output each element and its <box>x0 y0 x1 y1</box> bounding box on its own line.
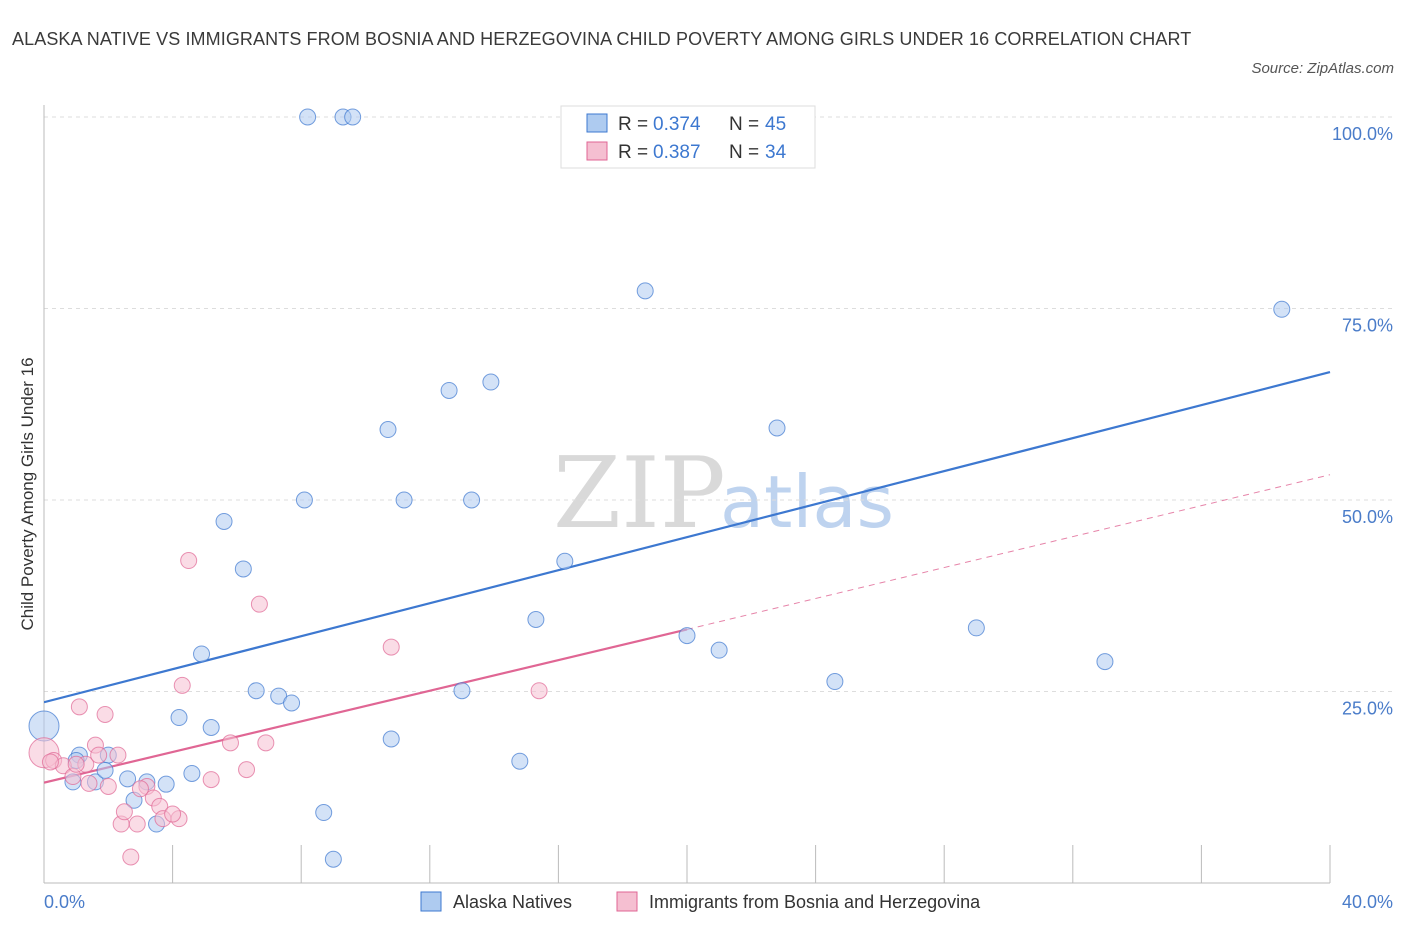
point-alaska-natives <box>453 682 471 700</box>
point-alaska-natives <box>710 641 728 659</box>
point-bosnia-immigrants <box>530 682 548 700</box>
trend-lines <box>44 371 1331 784</box>
point-bosnia-immigrants <box>67 755 85 773</box>
chart-title: ALASKA NATIVE VS IMMIGRANTS FROM BOSNIA … <box>12 29 1192 49</box>
y-tick-label: 75.0% <box>1342 316 1393 336</box>
legend-r-value-2: 0.387 <box>653 142 701 163</box>
point-alaska-natives <box>344 108 362 126</box>
legend-n-value-1: 45 <box>765 114 786 135</box>
legend-r-value-1: 0.374 <box>653 114 701 135</box>
legend-r-label-1: R = <box>618 114 653 135</box>
point-bosnia-immigrants <box>164 805 182 823</box>
point-bosnia-immigrants <box>382 638 400 656</box>
point-bosnia-immigrants <box>109 746 127 764</box>
legend-n-label-1: N = <box>729 114 764 135</box>
point-alaska-natives <box>295 491 313 509</box>
bottom-legend-swatch-blue <box>420 891 442 912</box>
point-alaska-natives <box>556 552 574 570</box>
x-ticks <box>172 845 1331 883</box>
bottom-legend-swatch-pink <box>616 891 638 912</box>
bottom-legend-label-pink: Immigrants from Bosnia and Herzegovina <box>649 892 981 912</box>
point-bosnia-immigrants <box>238 761 256 779</box>
y-tick-label: 100.0% <box>1332 124 1393 144</box>
x-tick-label-min: 0.0% <box>44 892 85 912</box>
point-alaska-natives <box>382 730 400 748</box>
point-alaska-natives <box>440 381 458 399</box>
point-alaska-natives <box>395 491 413 509</box>
point-alaska-natives <box>324 850 342 868</box>
y-axis-title: Child Poverty Among Girls Under 16 <box>18 357 37 630</box>
point-bosnia-immigrants <box>131 780 149 798</box>
point-alaska-natives <box>636 282 654 300</box>
legend-swatch-blue <box>586 113 608 133</box>
point-alaska-natives <box>511 752 529 770</box>
source-label: Source: ZipAtlas.com <box>1251 60 1394 77</box>
point-alaska-natives <box>193 645 211 663</box>
point-alaska-natives <box>234 560 252 578</box>
y-tick-labels: 25.0% 50.0% 75.0% 100.0% <box>1332 124 1393 719</box>
point-alaska-natives <box>183 764 201 782</box>
point-alaska-natives <box>678 627 696 645</box>
gridlines <box>44 116 1393 692</box>
point-alaska-natives <box>1096 653 1114 671</box>
point-bosnia-immigrants <box>180 552 198 570</box>
point-bosnia-immigrants <box>41 753 59 771</box>
point-alaska-natives <box>463 491 481 509</box>
point-alaska-natives <box>202 719 220 737</box>
point-bosnia-immigrants <box>96 705 114 723</box>
point-alaska-natives <box>299 108 317 126</box>
point-alaska-natives <box>119 770 137 788</box>
point-bosnia-immigrants <box>122 848 140 866</box>
point-alaska-natives <box>215 512 233 530</box>
y-tick-label: 50.0% <box>1342 507 1393 527</box>
trend-line-extension-pink <box>686 474 1331 630</box>
point-bosnia-immigrants <box>80 774 98 792</box>
point-bosnia-immigrants <box>128 815 146 833</box>
point-bosnia-immigrants <box>70 698 88 716</box>
point-bosnia-immigrants <box>257 734 275 752</box>
legend-swatch-pink <box>586 141 608 161</box>
bottom-legend-label-blue: Alaska Natives <box>453 892 572 912</box>
point-alaska-natives <box>28 710 60 742</box>
watermark-atlas: atlas <box>720 460 894 544</box>
watermark-zip: ZIP <box>553 437 726 551</box>
point-alaska-natives <box>527 610 545 628</box>
point-alaska-natives <box>826 673 844 691</box>
point-alaska-natives <box>283 694 301 712</box>
point-alaska-natives <box>157 775 175 793</box>
point-alaska-natives <box>379 421 397 439</box>
y-tick-label: 25.0% <box>1342 699 1393 719</box>
legend-r-label-2: R = <box>618 142 653 163</box>
point-bosnia-immigrants <box>90 746 108 764</box>
point-alaska-natives <box>170 709 188 727</box>
point-bosnia-immigrants <box>202 771 220 789</box>
point-alaska-natives <box>247 682 265 700</box>
point-bosnia-immigrants <box>99 777 117 795</box>
point-bosnia-immigrants <box>173 676 191 694</box>
point-alaska-natives <box>315 804 333 822</box>
point-bosnia-immigrants <box>221 734 239 752</box>
data-points <box>28 108 1291 868</box>
point-alaska-natives <box>967 619 985 637</box>
point-bosnia-immigrants <box>115 803 133 821</box>
point-alaska-natives <box>96 761 114 779</box>
legend-box: R = 0.374 N = 45 R = 0.387 N = 34 <box>560 105 816 169</box>
x-tick-label-max: 40.0% <box>1342 892 1393 912</box>
bottom-legend: Alaska Natives Immigrants from Bosnia an… <box>420 891 981 912</box>
point-alaska-natives <box>768 419 786 437</box>
point-alaska-natives <box>1273 300 1291 318</box>
legend-n-label-2: N = <box>729 142 764 163</box>
point-bosnia-immigrants <box>250 595 268 613</box>
legend-n-value-2: 34 <box>765 142 787 163</box>
trend-line-blue <box>44 371 1331 704</box>
trend-line-pink <box>44 628 688 784</box>
point-alaska-natives <box>482 373 500 391</box>
